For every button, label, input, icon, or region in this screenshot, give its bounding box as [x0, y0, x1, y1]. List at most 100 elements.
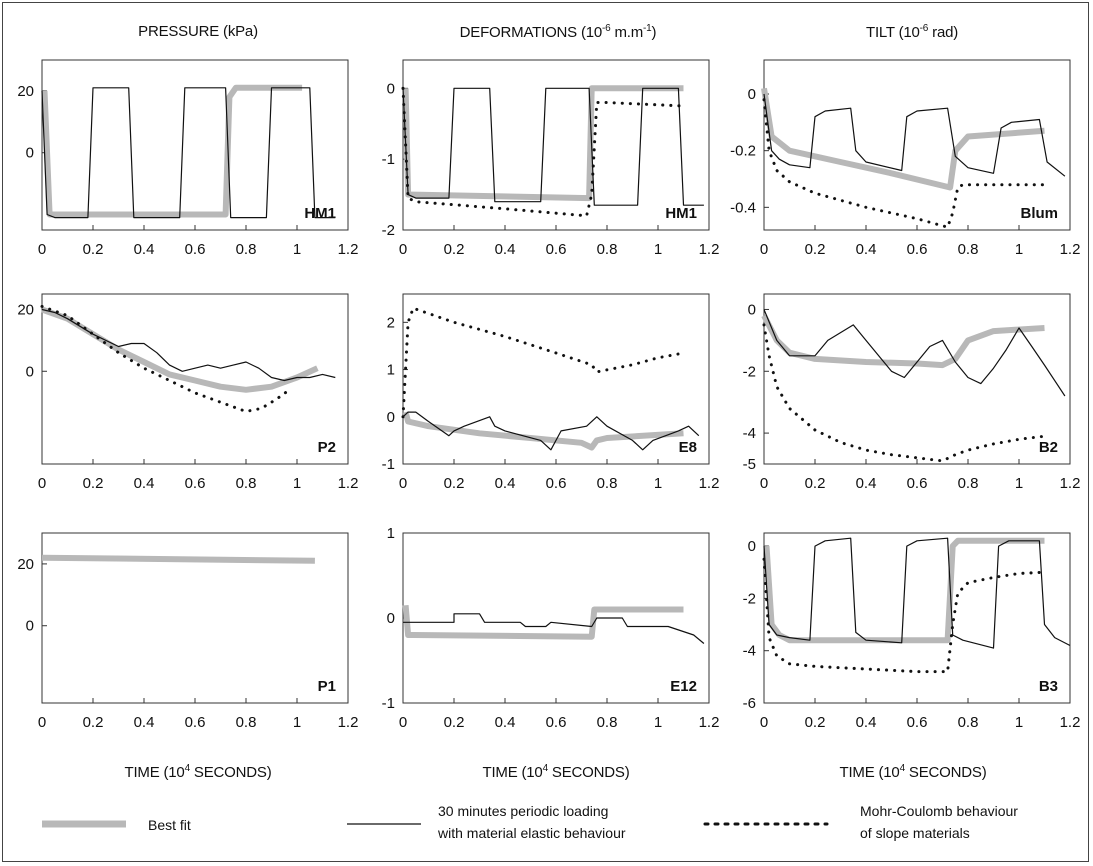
x-tick-label: 1.2 — [1060, 714, 1081, 731]
series-best-fit — [406, 412, 684, 447]
series-best-fit — [406, 605, 684, 636]
xlabel-col1: TIME (104 SECONDS) — [125, 763, 272, 781]
y-tick-label: -0.2 — [730, 143, 756, 160]
x-tick-label: 0.2 — [444, 241, 465, 258]
x-tick-label: 1.2 — [699, 475, 720, 492]
legend-swatch-elastic — [345, 816, 425, 832]
y-tick-label: -5 — [743, 456, 756, 473]
panel-label: E12 — [670, 678, 697, 695]
x-tick-label: 0.2 — [83, 475, 104, 492]
y-tick-label: 0 — [26, 618, 34, 635]
y-tick-label: 0 — [26, 145, 34, 162]
y-tick-label: 20 — [17, 556, 34, 573]
x-tick-label: 0.4 — [495, 714, 516, 731]
panel-label: P1 — [318, 678, 336, 695]
x-tick-label: 0.6 — [907, 241, 928, 258]
x-tick-label: 0 — [760, 475, 768, 492]
x-tick-label: 0 — [38, 241, 46, 258]
x-tick-label: 0 — [38, 475, 46, 492]
x-tick-label: 0.2 — [444, 714, 465, 731]
panel-label: B2 — [1039, 439, 1058, 456]
panel-P2-pressure: 0 0.2 0.4 0.6 0.8 1 1.2200P2 — [17, 294, 358, 492]
x-tick-label: 1.2 — [338, 714, 359, 731]
x-tick-label: 1 — [654, 475, 662, 492]
series-elastic — [764, 310, 1065, 397]
x-tick-label: 0.6 — [185, 475, 206, 492]
x-tick-label: 0.4 — [495, 475, 516, 492]
legend-label-elastic: 30 minutes periodic loading with materia… — [438, 800, 626, 844]
panel-B3-tilt: 0 0.2 0.4 0.6 0.8 1 1.2 0 -2 -4 -6 B3 — [743, 533, 1081, 731]
x-tick-label: 0 — [399, 714, 407, 731]
y-tick-label: 0 — [748, 301, 756, 318]
y-tick-label: 0 — [387, 610, 395, 627]
x-tick-label: 1.2 — [338, 475, 359, 492]
x-tick-label: 1 — [1015, 714, 1023, 731]
x-tick-label: 1.2 — [699, 241, 720, 258]
x-tick-label: 1.2 — [1060, 241, 1081, 258]
x-tick-label: 0.8 — [597, 241, 618, 258]
x-tick-label: 0.4 — [856, 241, 877, 258]
x-tick-label: 1 — [293, 714, 301, 731]
xlabel-col2-pre: TIME (10 — [483, 764, 543, 781]
series-mohr — [764, 100, 1045, 228]
x-tick-label: 0.4 — [495, 241, 516, 258]
x-tick-label: 0.8 — [236, 714, 257, 731]
x-tick-label: 1 — [1015, 241, 1023, 258]
x-tick-label: 1 — [293, 475, 301, 492]
x-tick-label: 0.8 — [597, 714, 618, 731]
x-tick-label: 0.8 — [958, 714, 979, 731]
x-tick-label: 0 — [760, 714, 768, 731]
x-tick-label: 0.4 — [134, 241, 155, 258]
x-tick-label: 0.2 — [805, 475, 826, 492]
x-tick-label: 0 — [399, 241, 407, 258]
panel-B2-tilt: 0 0.2 0.4 0.6 0.8 1 1.2 0 -2 -4 -5 B2 — [743, 294, 1081, 492]
legend-label-elastic-line1: 30 minutes periodic loading — [438, 800, 626, 822]
series-mohr — [42, 306, 289, 411]
x-tick-label: 1 — [654, 241, 662, 258]
x-tick-label: 0.2 — [83, 714, 104, 731]
series-best-fit — [42, 310, 317, 390]
panel-HM1-pressure: 0 0.2 0.4 0.6 0.8 1 1.2200HM1 — [17, 60, 358, 258]
series-best-fit — [764, 316, 1045, 366]
series-elastic — [42, 310, 335, 381]
series-best-fit — [42, 558, 315, 561]
x-tick-label: 0 — [760, 241, 768, 258]
panel-P1-pressure: 0 0.2 0.4 0.6 0.8 1 1.2 20 0 P1 — [17, 533, 358, 731]
x-tick-label: 0.6 — [907, 714, 928, 731]
x-tick-label: 0 — [399, 475, 407, 492]
xlabel-col3-pre: TIME (10 — [840, 764, 900, 781]
xlabel-col2: TIME (104 SECONDS) — [483, 763, 630, 781]
panel-label: P2 — [318, 439, 336, 456]
x-tick-label: 0.8 — [597, 475, 618, 492]
xlabel-col2-post: SECONDS) — [548, 764, 630, 781]
x-tick-label: 0.6 — [546, 714, 567, 731]
panel-label: HM1 — [665, 205, 697, 222]
x-tick-label: 0.2 — [805, 714, 826, 731]
x-tick-label: 1.2 — [699, 714, 720, 731]
y-tick-label: 0 — [748, 538, 756, 555]
y-tick-label: 0 — [387, 80, 395, 97]
panel-Blum-tilt: 0 0.2 0.4 0.6 0.8 1 1.20-0.2-0.4 Blum — [730, 60, 1080, 258]
x-tick-label: 0 — [38, 714, 46, 731]
x-tick-label: 0.6 — [907, 475, 928, 492]
x-tick-label: 1 — [654, 714, 662, 731]
y-tick-label: -2 — [743, 363, 756, 380]
y-tick-label: -4 — [743, 643, 756, 660]
legend-swatch-mohr — [703, 816, 833, 832]
y-tick-label: -4 — [743, 425, 756, 442]
panel-label: HM1 — [304, 205, 336, 222]
x-tick-label: 0.8 — [958, 475, 979, 492]
y-tick-label: 20 — [17, 301, 34, 318]
x-tick-label: 0.6 — [546, 475, 567, 492]
xlabel-col1-pre: TIME (10 — [125, 764, 185, 781]
y-tick-label: -2 — [382, 222, 395, 239]
series-elastic — [403, 88, 704, 205]
series-best-fit — [767, 541, 1045, 640]
y-tick-label: 1 — [387, 362, 395, 379]
x-tick-label: 0.8 — [236, 241, 257, 258]
series-elastic — [42, 88, 335, 218]
x-tick-label: 0.2 — [83, 241, 104, 258]
